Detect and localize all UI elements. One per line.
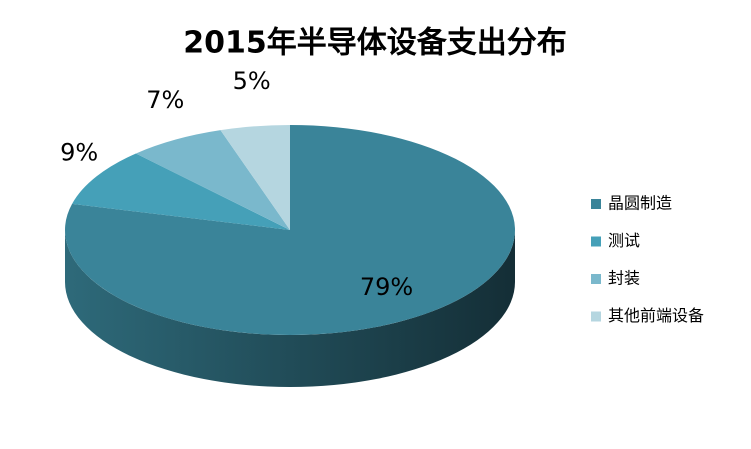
legend-label: 测试 [608, 231, 640, 250]
data-label: 9% [60, 139, 98, 167]
legend-swatch [591, 236, 601, 247]
data-label: 5% [233, 67, 271, 95]
data-label: 79% [360, 273, 413, 301]
pie-slice [135, 130, 290, 230]
legend-label: 其他前端设备 [608, 306, 704, 325]
data-label: 7% [146, 86, 184, 114]
pie-slice [220, 125, 290, 230]
pie-slice [72, 153, 290, 230]
legend-swatch [591, 274, 601, 284]
pie-side [65, 230, 515, 387]
legend-label: 晶圆制造 [608, 194, 672, 213]
legend-swatch [591, 199, 601, 209]
chart-title: 2015年半导体设备支出分布 [183, 26, 567, 61]
legend-label: 封装 [608, 269, 640, 288]
legend-swatch [591, 311, 601, 322]
